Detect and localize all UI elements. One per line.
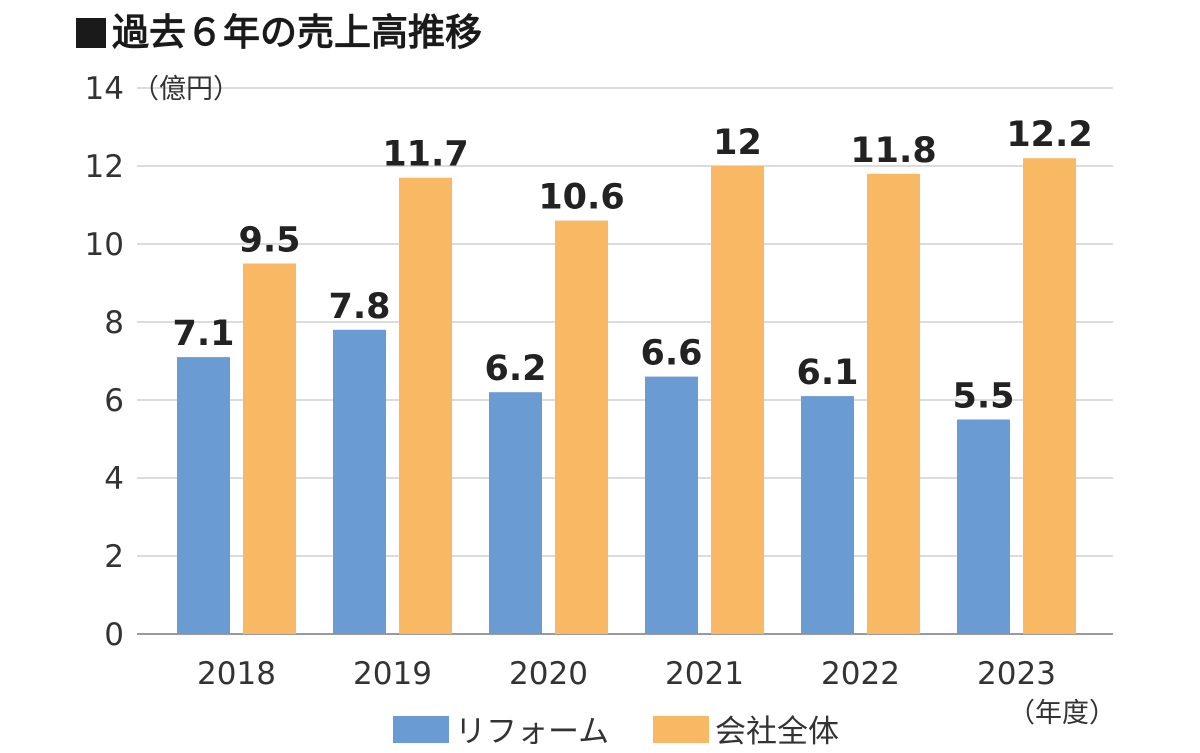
y-tick-label: 12: [85, 149, 124, 185]
y-axis-ticks: 0 2 4 6 8 10 12 14: [85, 71, 124, 653]
bars: [177, 158, 1076, 635]
x-axis-unit: （年度）: [1008, 698, 1116, 729]
y-tick-label: 14: [85, 71, 124, 107]
data-label: 12.2: [1006, 115, 1092, 155]
bar-reform-2019: [333, 329, 386, 634]
bar-company-2023: [1023, 158, 1076, 634]
bar-company-2018: [243, 263, 296, 634]
bar-company-2020: [555, 220, 608, 634]
y-tick-label: 2: [104, 539, 124, 575]
data-labels: 7.1 9.5 7.8 11.7 6.2 10.6 6.6 12 6.1 11.8 5.5 12.2: [172, 115, 1092, 416]
x-axis-labels: 2018 2019 2020 2021 2022 2023: [197, 656, 1056, 692]
bar-company-2019: [399, 177, 452, 634]
x-tick-label: 2020: [509, 656, 588, 692]
legend: リフォーム 会社全体: [393, 714, 839, 750]
y-tick-label: 10: [85, 227, 124, 263]
legend-swatch: [393, 716, 449, 743]
data-label: 9.5: [238, 221, 300, 261]
bar-reform-2023: [957, 419, 1010, 634]
data-label: 6.1: [796, 353, 858, 393]
y-axis-unit: （億円）: [132, 74, 240, 105]
data-label: 6.2: [484, 349, 546, 389]
data-label: 5.5: [952, 377, 1014, 417]
x-tick-label: 2018: [197, 656, 276, 692]
legend-label: リフォーム: [455, 714, 609, 750]
data-label: 10.6: [538, 178, 624, 218]
data-label: 7.1: [172, 314, 234, 354]
data-label: 11.7: [382, 135, 468, 175]
bar-reform-2018: [177, 357, 230, 634]
data-label: 11.8: [850, 131, 936, 171]
y-tick-label: 0: [104, 617, 124, 653]
y-tick-label: 8: [104, 305, 124, 341]
y-tick-label: 6: [104, 383, 124, 419]
chart-title: 過去６年の売上高推移: [76, 2, 482, 56]
chart-title-text: 過去６年の売上高推移: [112, 11, 482, 54]
x-tick-label: 2023: [977, 656, 1056, 692]
bar-company-2022: [867, 173, 920, 635]
legend-label: 会社全体: [715, 714, 839, 750]
data-label: 6.6: [640, 334, 702, 374]
title-square-icon: [76, 18, 106, 48]
x-tick-label: 2021: [665, 656, 744, 692]
gridlines: [137, 87, 1113, 635]
data-label: 12: [713, 123, 762, 163]
legend-swatch: [653, 716, 709, 743]
y-tick-label: 4: [104, 461, 124, 497]
x-tick-label: 2022: [821, 656, 900, 692]
bar-reform-2020: [489, 392, 542, 634]
x-tick-label: 2019: [353, 656, 432, 692]
bar-company-2021: [711, 166, 764, 634]
bar-reform-2022: [801, 396, 854, 634]
data-label: 7.8: [328, 287, 390, 327]
bar-reform-2021: [645, 376, 698, 634]
